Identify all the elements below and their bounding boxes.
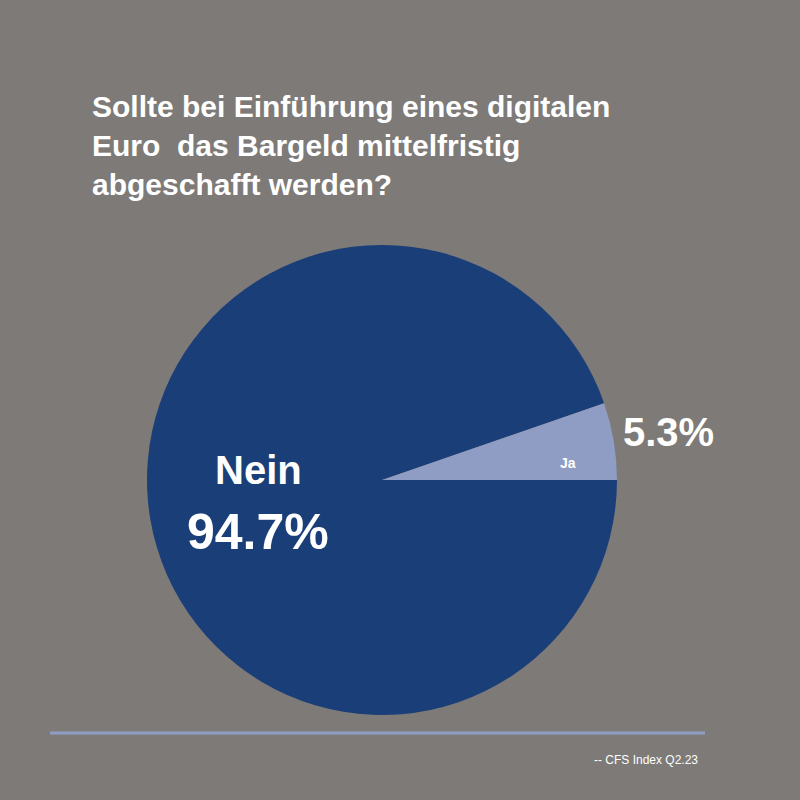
svg-text:Nein: Nein [215, 448, 302, 492]
svg-text:5.3%: 5.3% [623, 410, 714, 454]
svg-text:94.7%: 94.7% [187, 504, 329, 560]
svg-text:Sollte bei Einführung eines di: Sollte bei Einführung eines digitalenEur… [92, 90, 610, 201]
svg-text:-- CFS Index Q2.23: -- CFS Index Q2.23 [594, 753, 698, 767]
svg-text:Ja: Ja [560, 455, 576, 471]
